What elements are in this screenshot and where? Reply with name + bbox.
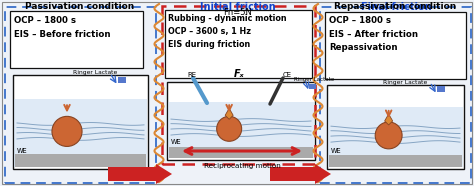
Text: WE: WE <box>171 139 182 145</box>
Bar <box>5 7 156 183</box>
Bar <box>309 84 316 89</box>
Bar <box>327 85 464 169</box>
Bar <box>110 169 154 179</box>
Text: WE: WE <box>331 148 342 154</box>
Bar <box>15 154 146 167</box>
Bar <box>118 77 126 83</box>
Text: Fn=5N: Fn=5N <box>224 8 253 17</box>
Text: Reciprocating motion: Reciprocating motion <box>204 163 281 169</box>
Text: WE: WE <box>17 148 27 154</box>
Bar <box>325 12 466 79</box>
Bar <box>165 10 312 78</box>
Circle shape <box>375 122 402 149</box>
Text: RE: RE <box>187 72 196 78</box>
Text: Ringer Lactate: Ringer Lactate <box>294 77 334 82</box>
Bar <box>320 7 471 183</box>
Bar <box>14 99 147 167</box>
Circle shape <box>52 116 82 146</box>
Bar <box>168 102 314 158</box>
Bar <box>10 11 143 68</box>
Polygon shape <box>384 114 392 125</box>
Text: CE: CE <box>283 72 292 78</box>
Bar <box>108 167 156 181</box>
Text: Final friction: Final friction <box>361 2 431 12</box>
Bar <box>437 86 445 92</box>
Text: Rubbing - dynamic motion
OCP – 3600 s, 1 Hz
EIS during friction: Rubbing - dynamic motion OCP – 3600 s, 1… <box>168 14 287 49</box>
Bar <box>13 75 148 169</box>
Polygon shape <box>225 108 233 119</box>
Text: OCP – 1800 s
EIS – Before friction: OCP – 1800 s EIS – Before friction <box>14 16 110 39</box>
Polygon shape <box>315 164 331 184</box>
Bar <box>167 82 315 160</box>
Text: Repassivation condition: Repassivation condition <box>334 2 456 11</box>
Bar <box>270 167 315 181</box>
Bar <box>162 6 315 164</box>
Bar <box>329 155 462 167</box>
Bar <box>169 147 313 158</box>
Text: Fₓ: Fₓ <box>234 69 245 79</box>
Circle shape <box>217 116 242 141</box>
Polygon shape <box>156 164 172 184</box>
Text: Ringer Lactate: Ringer Lactate <box>73 70 117 75</box>
Bar <box>328 107 463 167</box>
Text: Initial friction: Initial friction <box>200 2 276 12</box>
Text: Passivation condition: Passivation condition <box>26 2 135 11</box>
Text: OCP – 1800 s
EIS – After friction
Repassivation: OCP – 1800 s EIS – After friction Repass… <box>329 16 418 52</box>
Text: Ringer Lactate: Ringer Lactate <box>383 80 427 85</box>
